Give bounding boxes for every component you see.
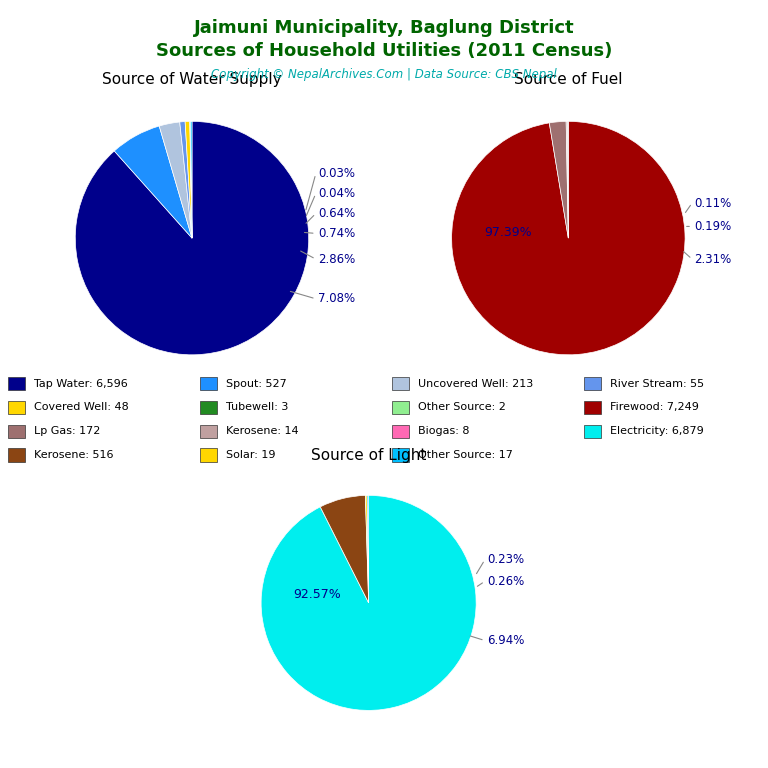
Text: 0.03%: 0.03% <box>318 167 355 180</box>
Wedge shape <box>566 121 568 238</box>
Text: Uncovered Well: 213: Uncovered Well: 213 <box>418 379 533 389</box>
Text: Kerosene: 14: Kerosene: 14 <box>226 426 299 436</box>
Text: Spout: 527: Spout: 527 <box>226 379 286 389</box>
Wedge shape <box>75 121 309 355</box>
Text: Tubewell: 3: Tubewell: 3 <box>226 402 288 412</box>
Text: Tap Water: 6,596: Tap Water: 6,596 <box>34 379 127 389</box>
Text: 7.08%: 7.08% <box>318 293 355 306</box>
Text: Other Source: 17: Other Source: 17 <box>418 450 513 460</box>
FancyBboxPatch shape <box>8 401 25 414</box>
Title: Source of Light: Source of Light <box>311 449 426 463</box>
FancyBboxPatch shape <box>392 425 409 438</box>
Text: 0.26%: 0.26% <box>487 575 525 588</box>
Text: 0.19%: 0.19% <box>694 220 732 233</box>
Title: Source of Water Supply: Source of Water Supply <box>102 72 282 87</box>
Text: 97.39%: 97.39% <box>484 226 531 239</box>
Wedge shape <box>367 495 369 603</box>
FancyBboxPatch shape <box>584 401 601 414</box>
Text: 6.94%: 6.94% <box>487 634 525 647</box>
Wedge shape <box>185 121 192 238</box>
Text: Other Source: 2: Other Source: 2 <box>418 402 505 412</box>
Text: Biogas: 8: Biogas: 8 <box>418 426 469 436</box>
Wedge shape <box>190 121 192 238</box>
Text: Solar: 19: Solar: 19 <box>226 450 275 460</box>
Wedge shape <box>320 495 369 603</box>
Wedge shape <box>180 121 192 238</box>
FancyBboxPatch shape <box>8 449 25 462</box>
Text: 0.74%: 0.74% <box>318 227 356 240</box>
Wedge shape <box>159 122 192 238</box>
Text: Jaimuni Municipality, Baglung District: Jaimuni Municipality, Baglung District <box>194 19 574 37</box>
Wedge shape <box>366 495 369 603</box>
Text: Copyright © NepalArchives.Com | Data Source: CBS Nepal: Copyright © NepalArchives.Com | Data Sou… <box>211 68 557 81</box>
Text: 92.57%: 92.57% <box>293 588 341 601</box>
Wedge shape <box>549 121 568 238</box>
Text: 0.04%: 0.04% <box>318 187 355 200</box>
Text: 0.11%: 0.11% <box>694 197 732 210</box>
Wedge shape <box>190 121 192 238</box>
Wedge shape <box>190 121 192 238</box>
FancyBboxPatch shape <box>200 449 217 462</box>
Text: 2.31%: 2.31% <box>694 253 732 266</box>
FancyBboxPatch shape <box>392 449 409 462</box>
Wedge shape <box>261 495 476 710</box>
Text: Electricity: 6,879: Electricity: 6,879 <box>610 426 703 436</box>
Text: Sources of Household Utilities (2011 Census): Sources of Household Utilities (2011 Cen… <box>156 42 612 60</box>
Wedge shape <box>452 121 685 355</box>
Text: 2.86%: 2.86% <box>318 253 356 266</box>
FancyBboxPatch shape <box>200 377 217 390</box>
FancyBboxPatch shape <box>8 377 25 390</box>
Text: Covered Well: 48: Covered Well: 48 <box>34 402 128 412</box>
FancyBboxPatch shape <box>392 401 409 414</box>
FancyBboxPatch shape <box>200 401 217 414</box>
FancyBboxPatch shape <box>8 425 25 438</box>
Wedge shape <box>114 126 192 238</box>
Text: Kerosene: 516: Kerosene: 516 <box>34 450 114 460</box>
FancyBboxPatch shape <box>584 377 601 390</box>
Text: River Stream: 55: River Stream: 55 <box>610 379 704 389</box>
Title: Source of Fuel: Source of Fuel <box>514 72 623 87</box>
Text: Firewood: 7,249: Firewood: 7,249 <box>610 402 699 412</box>
FancyBboxPatch shape <box>584 425 601 438</box>
Text: 88.61%: 88.61% <box>108 226 155 239</box>
FancyBboxPatch shape <box>392 377 409 390</box>
Text: 0.64%: 0.64% <box>318 207 356 220</box>
Text: Lp Gas: 172: Lp Gas: 172 <box>34 426 100 436</box>
FancyBboxPatch shape <box>200 425 217 438</box>
Text: 0.23%: 0.23% <box>487 554 524 566</box>
